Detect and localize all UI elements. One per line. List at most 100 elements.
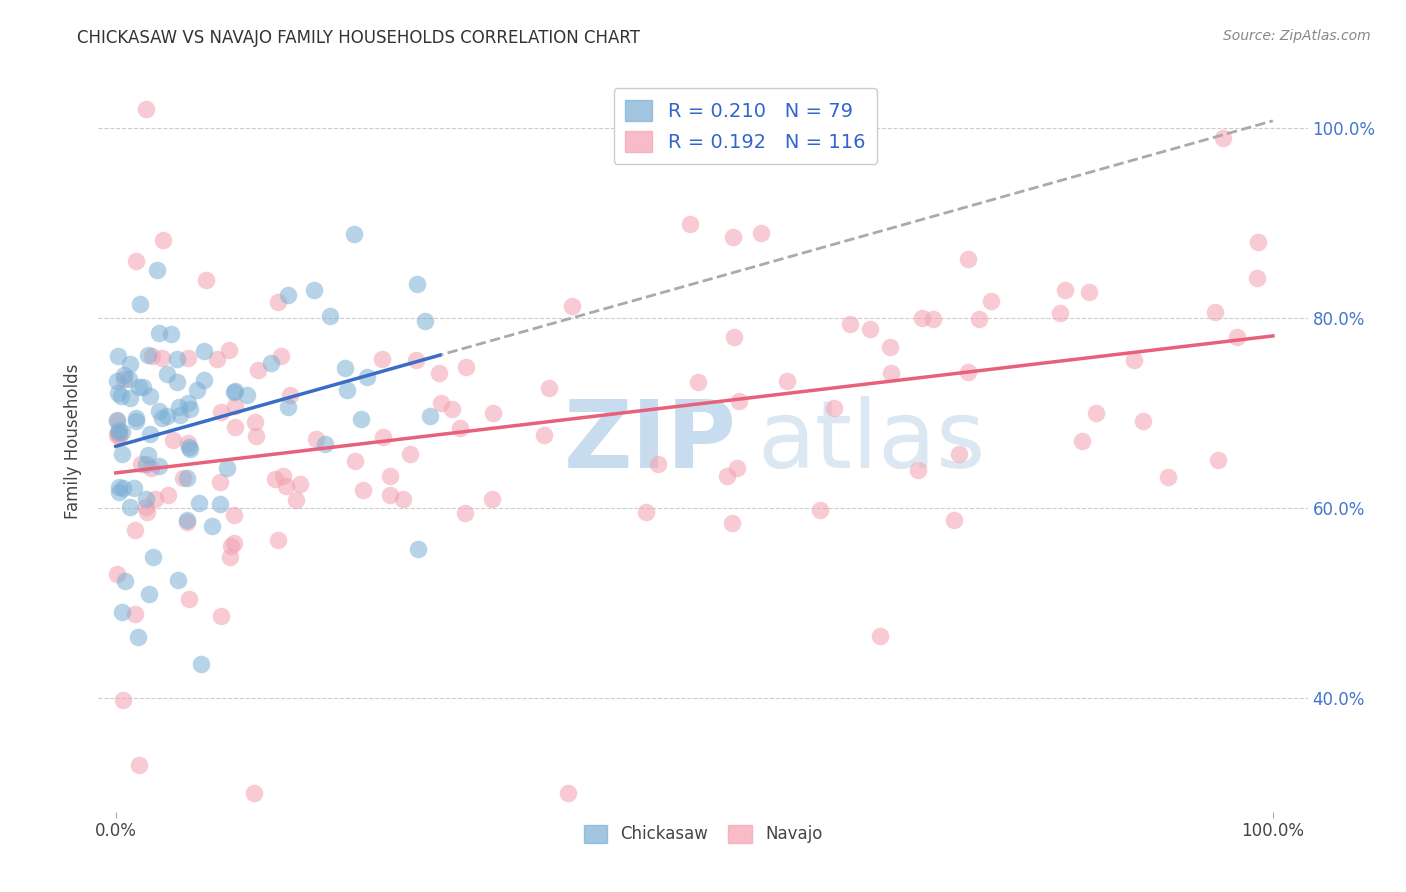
Point bbox=[429, 396, 451, 410]
Point bbox=[557, 786, 579, 800]
Point bbox=[956, 365, 979, 379]
Point bbox=[284, 493, 307, 508]
Point bbox=[162, 433, 184, 447]
Point bbox=[245, 428, 267, 442]
Point bbox=[304, 284, 326, 298]
Point bbox=[157, 488, 180, 502]
Point bbox=[141, 349, 163, 363]
Point bbox=[107, 425, 129, 439]
Point bbox=[135, 457, 157, 471]
Point bbox=[336, 384, 359, 398]
Point bbox=[723, 330, 745, 344]
Point bbox=[688, 375, 710, 389]
Point bbox=[169, 408, 191, 422]
Point bbox=[127, 630, 149, 644]
Point bbox=[209, 497, 232, 511]
Point bbox=[107, 350, 129, 364]
Point bbox=[114, 574, 136, 588]
Point bbox=[1085, 406, 1108, 420]
Point bbox=[186, 383, 208, 397]
Point bbox=[449, 421, 471, 435]
Point bbox=[222, 385, 245, 400]
Point bbox=[224, 384, 246, 398]
Point bbox=[120, 391, 142, 405]
Point bbox=[129, 457, 152, 471]
Point bbox=[156, 368, 179, 382]
Point bbox=[413, 314, 436, 328]
Point bbox=[176, 513, 198, 527]
Point bbox=[408, 541, 430, 556]
Point bbox=[125, 254, 148, 268]
Point bbox=[943, 512, 966, 526]
Point bbox=[776, 374, 799, 388]
Point bbox=[150, 351, 173, 366]
Point bbox=[224, 419, 246, 434]
Point bbox=[110, 389, 132, 403]
Point bbox=[125, 411, 148, 425]
Point bbox=[142, 549, 165, 564]
Point bbox=[224, 536, 246, 550]
Point bbox=[880, 367, 903, 381]
Point bbox=[166, 351, 188, 366]
Point bbox=[1157, 470, 1180, 484]
Point bbox=[221, 539, 243, 553]
Point bbox=[166, 375, 188, 389]
Point bbox=[156, 409, 179, 424]
Point bbox=[344, 453, 367, 467]
Point bbox=[195, 273, 218, 287]
Point bbox=[277, 288, 299, 302]
Point bbox=[1077, 285, 1099, 299]
Point bbox=[148, 458, 170, 473]
Point bbox=[105, 413, 128, 427]
Point bbox=[176, 471, 198, 485]
Point bbox=[270, 349, 292, 363]
Point bbox=[107, 485, 129, 500]
Y-axis label: Family Households: Family Households bbox=[65, 364, 83, 519]
Point bbox=[879, 340, 901, 354]
Point bbox=[277, 400, 299, 414]
Point bbox=[725, 461, 748, 475]
Point bbox=[107, 427, 129, 442]
Point bbox=[111, 606, 134, 620]
Point bbox=[1212, 131, 1234, 145]
Point bbox=[561, 300, 583, 314]
Point bbox=[143, 491, 166, 506]
Point bbox=[679, 217, 702, 231]
Text: atlas: atlas bbox=[758, 395, 986, 488]
Point bbox=[105, 428, 128, 442]
Point bbox=[124, 524, 146, 538]
Point bbox=[907, 463, 929, 477]
Point bbox=[319, 310, 342, 324]
Point bbox=[148, 326, 170, 341]
Point bbox=[177, 396, 200, 410]
Point bbox=[179, 440, 201, 454]
Point bbox=[136, 448, 159, 462]
Point bbox=[859, 322, 882, 336]
Point bbox=[148, 403, 170, 417]
Point bbox=[118, 500, 141, 515]
Point bbox=[343, 227, 366, 241]
Point bbox=[957, 252, 980, 267]
Point bbox=[454, 506, 477, 520]
Point bbox=[139, 426, 162, 441]
Point bbox=[152, 233, 174, 247]
Point bbox=[105, 414, 128, 428]
Point bbox=[139, 389, 162, 403]
Point bbox=[108, 428, 131, 442]
Point bbox=[481, 492, 503, 507]
Point bbox=[150, 411, 173, 425]
Point bbox=[167, 400, 190, 414]
Point bbox=[352, 483, 374, 497]
Point bbox=[406, 277, 429, 291]
Point bbox=[135, 103, 157, 117]
Point bbox=[356, 370, 378, 384]
Point bbox=[146, 262, 169, 277]
Point bbox=[111, 447, 134, 461]
Point bbox=[205, 351, 228, 366]
Point bbox=[108, 480, 131, 494]
Point bbox=[135, 505, 157, 519]
Point bbox=[118, 357, 141, 371]
Point bbox=[263, 472, 285, 486]
Point bbox=[838, 317, 860, 331]
Point bbox=[125, 414, 148, 428]
